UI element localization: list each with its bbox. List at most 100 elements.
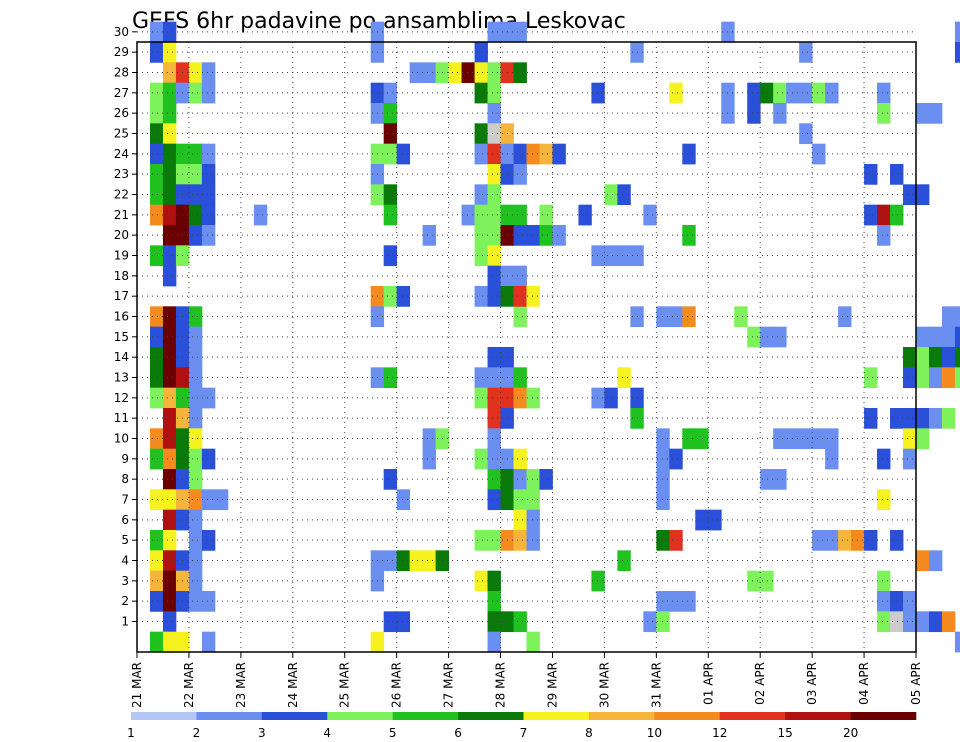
- heatmap-cell: [669, 591, 683, 612]
- heatmap-cell: [825, 530, 839, 551]
- heatmap-cell: [941, 611, 956, 633]
- heatmap-cell: [591, 570, 605, 592]
- heatmap-cell: [954, 631, 960, 653]
- colorbar-label: 1: [127, 726, 135, 740]
- y-tick-label: 29: [114, 45, 129, 59]
- y-tick-label: 8: [121, 472, 129, 486]
- heatmap-cell: [656, 306, 670, 328]
- heatmap-cell: [383, 123, 398, 145]
- heatmap-cell: [513, 62, 527, 84]
- heatmap-cell: [903, 448, 917, 470]
- heatmap-cell: [487, 570, 501, 592]
- heatmap-cell: [877, 611, 891, 633]
- heatmap-cell: [825, 448, 839, 470]
- heatmap-cell: [383, 367, 398, 389]
- heatmap-cell: [890, 204, 904, 226]
- heatmap-cell: [162, 143, 177, 165]
- heatmap-cell: [383, 143, 398, 165]
- heatmap-cell: [643, 204, 657, 226]
- heatmap-cell: [188, 428, 203, 450]
- y-tick-label: 2: [121, 594, 129, 608]
- heatmap-cell: [526, 631, 540, 653]
- heatmap-cell: [188, 570, 203, 592]
- heatmap-cell: [461, 62, 475, 84]
- heatmap-cell: [941, 326, 956, 348]
- heatmap-cell: [474, 367, 488, 389]
- heatmap-cell: [773, 428, 787, 450]
- colorbar-label: 5: [389, 726, 397, 740]
- heatmap-cell: [175, 631, 190, 653]
- heatmap-cell: [474, 204, 488, 226]
- y-tick-label: 27: [114, 86, 129, 100]
- heatmap-cell: [188, 550, 203, 572]
- x-tick-label: 31 MAR: [649, 662, 663, 708]
- colorbar-label: 2: [193, 726, 201, 740]
- heatmap-cell: [149, 448, 164, 470]
- heatmap-cell: [396, 489, 411, 511]
- heatmap-cell: [422, 62, 437, 84]
- y-tick-label: 15: [114, 330, 129, 344]
- heatmap-cell: [162, 631, 177, 653]
- heatmap-cell: [928, 367, 943, 389]
- heatmap-cell: [474, 123, 488, 145]
- heatmap-cell: [513, 265, 527, 287]
- heatmap-cell: [656, 591, 670, 612]
- heatmap-cell: [708, 509, 722, 531]
- heatmap-cell: [188, 184, 203, 206]
- heatmap-cell: [201, 489, 216, 511]
- heatmap-cell: [162, 530, 177, 551]
- heatmap-cell: [214, 489, 229, 511]
- heatmap-cell: [487, 204, 501, 226]
- heatmap-cell: [591, 387, 605, 409]
- heatmap-cell: [474, 225, 488, 246]
- heatmap-cell: [188, 469, 203, 490]
- heatmap-cell: [487, 408, 501, 429]
- heatmap-cell: [928, 347, 943, 368]
- heatmap-cell: [526, 509, 540, 531]
- heatmap-cell: [877, 489, 891, 511]
- heatmap-cell: [162, 62, 177, 84]
- heatmap-cell: [941, 408, 956, 429]
- x-tick-label: 25 MAR: [338, 662, 352, 708]
- heatmap-cell: [188, 408, 203, 429]
- y-tick-label: 7: [121, 493, 129, 507]
- heatmap-cell: [513, 306, 527, 328]
- heatmap-cell: [513, 509, 527, 531]
- colorbar: 1 2 3 4 5 6 7 8 10 12 15 20: [127, 712, 917, 740]
- heatmap-cell: [162, 306, 177, 328]
- heatmap-cell: [162, 225, 177, 246]
- heatmap-cell: [526, 530, 540, 551]
- heatmap-cell: [954, 326, 960, 348]
- heatmap-cell: [669, 82, 683, 104]
- heatmap-cell: [201, 143, 216, 165]
- heatmap-cell: [149, 143, 164, 165]
- heatmap-cell: [422, 428, 437, 450]
- heatmap-cell: [487, 428, 501, 450]
- heatmap-cell: [825, 82, 839, 104]
- y-tick-label: 21: [114, 208, 129, 222]
- heatmap-cell: [383, 286, 398, 307]
- heatmap-cell: [890, 408, 904, 429]
- heatmap-cell: [812, 530, 826, 551]
- heatmap-cell: [487, 265, 501, 287]
- heatmap-cell: [201, 82, 216, 104]
- heatmap-cell: [916, 347, 930, 368]
- heatmap-cell: [682, 225, 696, 246]
- x-tick-label: 30 MAR: [597, 662, 611, 708]
- heatmap-cell: [487, 591, 501, 612]
- heatmap-cell: [383, 82, 398, 104]
- heatmap-cell: [149, 530, 164, 551]
- heatmap-cell: [682, 143, 696, 165]
- heatmap-cell: [526, 225, 540, 246]
- heatmap-cell: [188, 143, 203, 165]
- heatmap-cell: [487, 286, 501, 307]
- heatmap-cell: [526, 387, 540, 409]
- heatmap-cell: [253, 204, 268, 226]
- colorbar-swatch: [327, 712, 393, 720]
- heatmap-cell: [864, 530, 878, 551]
- y-tick-label: 25: [114, 127, 129, 141]
- heatmap-cell: [864, 408, 878, 429]
- heatmap-cell: [903, 184, 917, 206]
- x-tick-label: 26 MAR: [390, 662, 404, 708]
- heatmap-cell: [149, 245, 164, 267]
